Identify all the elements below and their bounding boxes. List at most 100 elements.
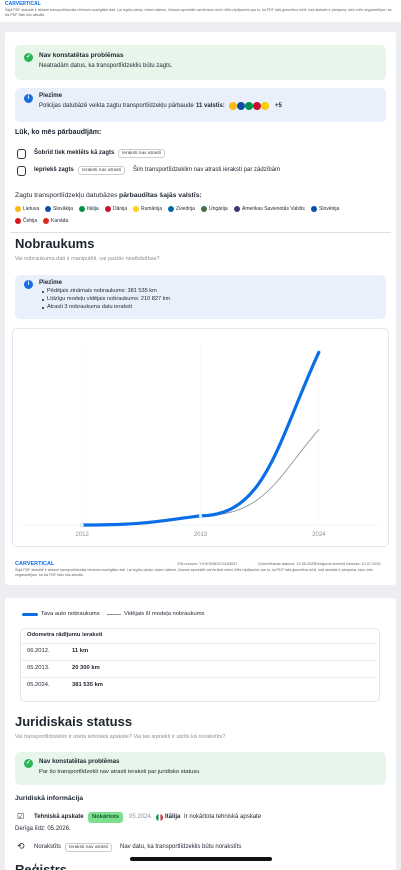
flag <box>79 206 85 212</box>
text: Nav konstatētas problēmas <box>39 758 120 765</box>
text: Nav konstatētas problēmas <box>39 52 124 59</box>
text: Zagtu transportlīdzekļu datubāzes <box>15 192 118 199</box>
flag <box>156 814 163 821</box>
brand: CARVERTICAL <box>15 561 55 567</box>
bullet <box>42 307 44 309</box>
legend-label: Tava auto nobraukums <box>41 611 100 617</box>
badge: Ieraksti nav atrasti <box>78 166 125 175</box>
country: Čehija <box>23 218 38 224</box>
text: Norakstīts <box>34 844 62 850</box>
row-line <box>21 643 377 644</box>
flag <box>15 206 21 212</box>
badge: Ieraksti nav atrasti <box>65 843 112 852</box>
flag <box>45 206 51 212</box>
text: Vai transportlīdzeklim ir izieta tehnisk… <box>15 734 226 740</box>
legend-label: Vidējais šī modeļa nobraukums <box>124 611 205 617</box>
series-line <box>80 350 321 527</box>
legend-swatch <box>22 613 38 616</box>
text: Šim transportlīdzeklim nav atrasti ierak… <box>133 167 281 173</box>
text: Itālija <box>165 814 181 820</box>
text: Derīguma termiņš beidzas: 10.07.2025 <box>315 562 381 566</box>
flag <box>245 102 253 110</box>
text: Vai nobraukuma dati ir manipulēti, vai p… <box>15 256 160 262</box>
icon <box>17 166 26 176</box>
country: Ungārija <box>209 206 228 212</box>
note-box <box>15 88 386 122</box>
cell: 381 535 km <box>72 682 103 688</box>
icon <box>17 149 26 159</box>
icon: ⟲ <box>17 841 25 851</box>
text: Iepriekš zagts <box>34 167 74 173</box>
text: Par šo transportlīdzekli nav atrasti ier… <box>39 769 200 775</box>
text: Tehniskā apskate <box>34 814 84 820</box>
text: Lūk, ko mēs pārbaudījām: <box>15 129 102 136</box>
disclaimer: Šajā PDF atskaitē ir iekļauti transportl… <box>5 8 392 17</box>
table-box <box>20 628 380 702</box>
disclaimer: Šajā PDF atskaitē ir iekļauti transportl… <box>15 568 373 577</box>
text: +5 <box>275 103 282 109</box>
cell: 20 300 km <box>72 665 100 671</box>
divider <box>10 232 391 233</box>
text: Nav datu, ka transportlīdzeklis būtu nor… <box>120 844 242 850</box>
country: Slovēnija <box>319 206 340 212</box>
icon: i <box>24 280 33 289</box>
country: Slovākija <box>53 206 74 212</box>
note-box <box>15 275 386 319</box>
country: Dānija <box>113 206 128 212</box>
text: Ir nokārtota tehniskā apskate <box>184 814 262 820</box>
flag <box>105 206 111 212</box>
flag <box>234 206 240 212</box>
text: pārbaudītas šajās valstīs: <box>119 192 202 199</box>
badge: Nokārtots <box>88 812 124 823</box>
icon: ✓ <box>24 53 33 62</box>
brand: CARVERTICAL <box>5 1 41 7</box>
note-item: Atrasti 3 nobraukuma datu ieraksti <box>47 304 132 310</box>
country: Lietuva <box>23 206 40 212</box>
flag <box>261 102 269 110</box>
flag <box>237 102 245 110</box>
cell: 11 km <box>72 648 89 654</box>
x-tick-label: 2013 <box>194 532 208 538</box>
country: Rumānija <box>141 206 163 212</box>
text: Policijas datubāzē veikta zagtu transpor… <box>39 103 194 109</box>
flag <box>43 218 49 224</box>
text: Derīga līdz: 05.2026. <box>15 826 71 832</box>
heading: Reģistrs <box>15 862 68 870</box>
x-tick-label: 2024 <box>312 532 326 538</box>
success-box <box>15 752 386 785</box>
text: Neatradām datus, ka transportlīdzeklis b… <box>39 63 173 69</box>
country: Kanāda <box>51 218 69 224</box>
home-indicator <box>130 857 272 861</box>
country: Amerikas Savienotās Valstis <box>242 206 305 212</box>
flag <box>133 206 139 212</box>
point <box>199 514 202 518</box>
row-line <box>21 677 377 678</box>
icon: i <box>24 94 33 103</box>
text: Šobrīd tiek meklēts kā zagts <box>34 150 115 156</box>
flag <box>168 206 174 212</box>
success-box <box>15 45 386 80</box>
point <box>80 523 84 527</box>
flag <box>201 206 207 212</box>
cell: 06.2012. <box>27 648 50 654</box>
top-strip <box>0 0 401 22</box>
chart: 2012 2013 2024 <box>23 344 378 538</box>
text: VIN numurs: YV1KS960VC1163637 <box>177 562 238 566</box>
cell: 05.2013. <box>27 665 50 671</box>
cell: 05.2024. <box>27 682 50 688</box>
bullet <box>42 299 44 301</box>
heading: Nobraukums <box>15 236 95 251</box>
flag <box>311 206 317 212</box>
bullet <box>42 291 44 293</box>
country: Zviedrija <box>176 206 195 212</box>
heading: Juridiskais statuss <box>15 714 133 729</box>
text: 11 valstīs: <box>196 103 225 109</box>
note-item: Pēdējais zināmais nobraukums: 381 535 km <box>47 288 157 294</box>
badge: Ieraksti nav atrasti <box>118 149 165 158</box>
table-title: Odometra rādījumu ieraksti <box>27 632 103 638</box>
x-tick-label: 2012 <box>75 532 89 538</box>
flag <box>15 218 21 224</box>
text: Juridiskā informācija <box>15 795 83 802</box>
flag <box>229 102 237 110</box>
